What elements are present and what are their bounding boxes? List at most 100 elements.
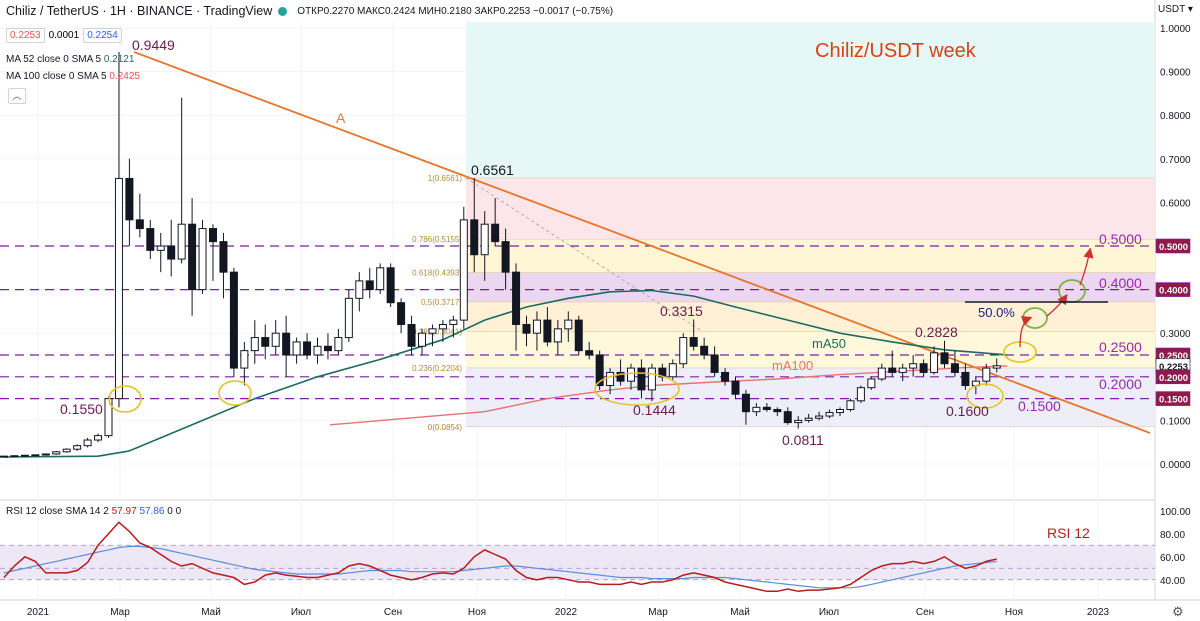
candle-body: [992, 365, 1001, 369]
candle-body: [721, 371, 730, 382]
x-tick-label: 2022: [555, 607, 578, 618]
ma50-line: [3, 289, 1008, 458]
candle-body: [198, 228, 207, 291]
candle-body: [52, 451, 61, 455]
candle-body: [647, 367, 656, 391]
rsi-band: [0, 545, 1155, 580]
label-level-500: 0.5000: [1099, 231, 1142, 247]
y-tick-label: 0.8000: [1160, 111, 1191, 122]
candle-body: [167, 245, 176, 260]
x-tick-label: Ноя: [468, 607, 486, 618]
buy-price[interactable]: 0.2254: [83, 28, 122, 43]
fib-zone-top: [466, 22, 1155, 178]
candle-body: [616, 371, 625, 382]
candle-body: [83, 439, 92, 447]
candle-body: [532, 319, 541, 334]
fib-level-label: 0(0.0854): [428, 423, 463, 432]
label-recent-low: 0.1600: [946, 403, 989, 419]
rsi-sma-line: [3, 545, 997, 589]
label-ma100: mA100: [772, 358, 813, 373]
label-level-150: 0.1500: [1018, 398, 1061, 414]
candle-body: [595, 354, 604, 387]
rsi-legend[interactable]: RSI 12 close SMA 14 2 57.97 57.86 0 0: [6, 506, 181, 517]
candle-body: [877, 367, 886, 380]
sell-price[interactable]: 0.2253: [6, 28, 45, 43]
candle-body: [271, 332, 280, 347]
candle-body: [407, 323, 416, 347]
candle-body: [982, 367, 991, 382]
label-bottom: 0.0811: [782, 432, 824, 448]
candle-body: [376, 267, 385, 291]
label-level-250: 0.2500: [1099, 339, 1142, 355]
candle-body: [961, 371, 970, 387]
candle-body: [355, 280, 364, 299]
candle-body: [783, 411, 792, 424]
candle-body: [574, 319, 583, 352]
candle-body: [418, 332, 426, 347]
candle-body: [480, 223, 489, 256]
candle-body: [219, 241, 228, 273]
candle-body: [0, 455, 8, 458]
trendline-a: [133, 51, 1151, 434]
candle-body: [386, 267, 395, 304]
candle-body: [73, 445, 82, 450]
chevron-up-icon[interactable]: ︿: [8, 88, 26, 104]
fib-zone: [466, 177, 1155, 240]
price-axis-tag: [1155, 238, 1191, 254]
currency-selector[interactable]: USDT ▾: [1158, 4, 1193, 15]
fib-level-label: 0.5(0.3717): [421, 298, 462, 307]
candle-body: [491, 223, 500, 243]
gear-icon[interactable]: ⚙: [1172, 604, 1184, 619]
candle-body: [522, 323, 531, 334]
candle-body: [930, 352, 939, 373]
rsi-tick-label: 60.00: [1160, 553, 1185, 564]
fib-zone: [466, 367, 1155, 427]
ma100-legend[interactable]: MA 100 close 0 SMA 5 0.2425: [6, 71, 140, 82]
candle-body: [344, 297, 353, 339]
candle-body: [898, 367, 907, 373]
candle-body: [710, 354, 719, 373]
candle-body: [94, 435, 103, 441]
candle-body: [804, 417, 813, 421]
candle-body: [689, 337, 698, 347]
ma52-legend[interactable]: MA 52 close 0 SMA 5 0.2121: [6, 54, 134, 65]
candle-body: [397, 302, 406, 325]
candle-body: [512, 271, 521, 325]
highlight-ellipse: [594, 372, 680, 406]
candle-body: [323, 345, 332, 352]
candle-body: [846, 400, 855, 410]
rsi-tail: 0 0: [167, 506, 182, 517]
candle-body: [553, 328, 562, 343]
candle-body: [188, 223, 197, 291]
x-tick-label: Мар: [648, 607, 668, 618]
candle-body: [762, 406, 771, 411]
fib-zone: [466, 239, 1155, 273]
candle-body: [303, 341, 312, 356]
y-tick-label: 0.9000: [1160, 68, 1191, 79]
market-status-icon: [278, 6, 288, 16]
candle-body: [564, 319, 573, 330]
symbol-title[interactable]: Chiliz / TetherUS · 1H · BINANCE · Tradi…: [6, 4, 273, 18]
chart-header: Chiliz / TetherUS · 1H · BINANCE · Tradi…: [0, 0, 1155, 22]
ma100-label: MA 100 close 0 SMA 5: [6, 71, 107, 82]
y-tick-label: 0.1000: [1160, 416, 1191, 427]
candle-body: [156, 245, 165, 251]
rsi-label: RSI 12 close SMA 14 2: [6, 506, 109, 517]
x-tick-label: Сен: [916, 607, 934, 618]
projection-arrow: [1019, 316, 1033, 348]
label-target-pct: 50.0%: [978, 305, 1015, 320]
candle-body: [543, 319, 552, 343]
candle-body: [794, 419, 803, 424]
price-axis-tag: [1155, 282, 1191, 297]
candle-body: [637, 367, 646, 391]
candle-body: [449, 319, 458, 325]
rsi-title: RSI 12: [1047, 525, 1090, 541]
y-tick-label: 0.6000: [1160, 198, 1191, 209]
retracement-line: [465, 177, 701, 331]
candle-body: [240, 350, 249, 369]
candle-body: [459, 219, 468, 321]
price-axis-tag-text: 0.4000: [1159, 286, 1188, 297]
candle-body: [282, 332, 291, 356]
y-tick-label: 0.7000: [1160, 155, 1191, 166]
